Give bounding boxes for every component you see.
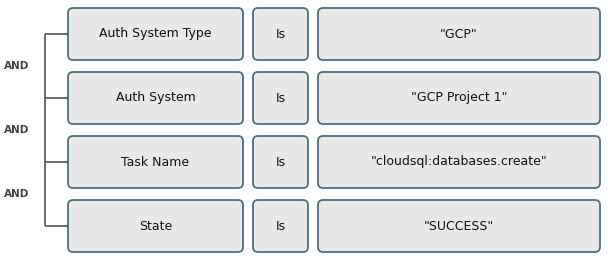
Text: Is: Is bbox=[275, 156, 286, 169]
FancyBboxPatch shape bbox=[318, 8, 600, 60]
Text: State: State bbox=[139, 220, 172, 233]
FancyBboxPatch shape bbox=[318, 200, 600, 252]
Text: AND: AND bbox=[4, 189, 29, 199]
FancyBboxPatch shape bbox=[68, 8, 243, 60]
FancyBboxPatch shape bbox=[253, 72, 308, 124]
Text: Task Name: Task Name bbox=[122, 156, 190, 169]
FancyBboxPatch shape bbox=[68, 72, 243, 124]
FancyBboxPatch shape bbox=[253, 8, 308, 60]
FancyBboxPatch shape bbox=[318, 72, 600, 124]
Text: "GCP Project 1": "GCP Project 1" bbox=[411, 92, 507, 104]
FancyBboxPatch shape bbox=[318, 136, 600, 188]
Text: Is: Is bbox=[275, 92, 286, 104]
Text: Is: Is bbox=[275, 27, 286, 40]
Text: Is: Is bbox=[275, 220, 286, 233]
Text: "GCP": "GCP" bbox=[440, 27, 478, 40]
Text: Auth System Type: Auth System Type bbox=[99, 27, 212, 40]
Text: Auth System: Auth System bbox=[116, 92, 195, 104]
Text: "cloudsql:databases.create": "cloudsql:databases.create" bbox=[371, 156, 547, 169]
Text: AND: AND bbox=[4, 125, 29, 135]
Text: AND: AND bbox=[4, 61, 29, 71]
FancyBboxPatch shape bbox=[253, 136, 308, 188]
FancyBboxPatch shape bbox=[253, 200, 308, 252]
Text: "SUCCESS": "SUCCESS" bbox=[424, 220, 494, 233]
FancyBboxPatch shape bbox=[68, 200, 243, 252]
FancyBboxPatch shape bbox=[68, 136, 243, 188]
